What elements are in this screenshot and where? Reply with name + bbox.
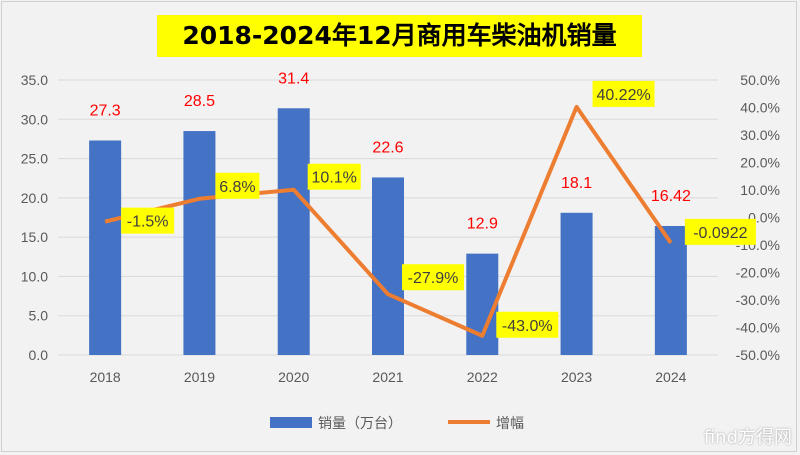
right-tick-label: -40.0% [736, 320, 780, 336]
x-tick-label: 2021 [372, 369, 403, 385]
left-tick-label: 10.0 [21, 268, 48, 284]
left-tick-label: 25.0 [21, 151, 48, 167]
line-label-bg [496, 311, 559, 338]
legend-swatch-bar [270, 417, 312, 428]
x-tick-label: 2018 [90, 369, 121, 385]
line-data-label: -1.5% [127, 214, 169, 231]
bar-data-label: 28.5 [184, 93, 215, 110]
x-tick-label: 2022 [467, 369, 498, 385]
bar-data-label: 27.3 [90, 103, 121, 120]
line-label-bg [307, 163, 361, 190]
bar-2022 [466, 253, 499, 355]
bar-2021 [372, 177, 404, 355]
right-tick-label: 50.0% [740, 72, 780, 88]
bar-data-label: 18.1 [561, 175, 592, 192]
right-tick-label: 0.0% [748, 210, 780, 226]
line-series-增幅 [104, 104, 673, 338]
chart-title: 2018-2024年12月商用车柴油机销量 [157, 15, 642, 57]
legend-label-bar: 销量（万台） [318, 416, 402, 432]
bar-data-label: 12.9 [467, 216, 498, 233]
left-tick-label: 20.0 [21, 190, 48, 206]
right-tick-label: -30.0% [736, 292, 780, 308]
line-label-bg [684, 218, 756, 245]
left-tick-label: 0.0 [29, 347, 49, 363]
x-tick-label: 2019 [184, 369, 215, 385]
left-tick-label: 5.0 [29, 308, 49, 324]
line-label-bg [215, 172, 260, 199]
line-label-bg [402, 264, 464, 291]
line-data-label: -27.9% [408, 270, 459, 287]
bar-data-label: 22.6 [372, 139, 403, 156]
bar-2020 [277, 108, 310, 356]
bar-2018 [89, 140, 122, 355]
bar-2019 [183, 131, 216, 355]
right-tick-label: 10.0% [740, 182, 780, 198]
bar-2024 [654, 225, 687, 355]
line-data-label: -0.0922 [693, 225, 747, 242]
right-tick-label: 20.0% [740, 155, 780, 171]
right-tick-label: -20.0% [736, 265, 780, 281]
x-tick-label: 2023 [561, 369, 592, 385]
right-tick-label: -50.0% [736, 347, 780, 363]
legend-label-line: 增幅 [496, 416, 524, 432]
left-tick-label: 35.0 [21, 72, 48, 88]
line-data-label: 6.8% [219, 179, 255, 196]
watermark-logo: find方得网 [704, 427, 792, 449]
line-label-bg [121, 207, 175, 234]
left-tick-label: 15.0 [21, 229, 48, 245]
line-data-label: 10.1% [312, 170, 357, 187]
bar-data-label: 31.4 [278, 70, 309, 87]
line-data-label: 40.22% [596, 87, 650, 104]
watermark-text: find方得网 [703, 427, 792, 448]
x-tick-label: 2024 [655, 369, 686, 385]
right-tick-label: 40.0% [740, 100, 780, 116]
line-label-bg [592, 80, 655, 107]
x-tick-label: 2020 [278, 369, 309, 385]
bar-2023 [560, 212, 593, 355]
line-data-label: -43.0% [502, 318, 553, 335]
bar-data-label: 16.42 [651, 188, 691, 205]
left-tick-label: 30.0 [21, 111, 48, 127]
right-tick-label: 30.0% [740, 127, 780, 143]
